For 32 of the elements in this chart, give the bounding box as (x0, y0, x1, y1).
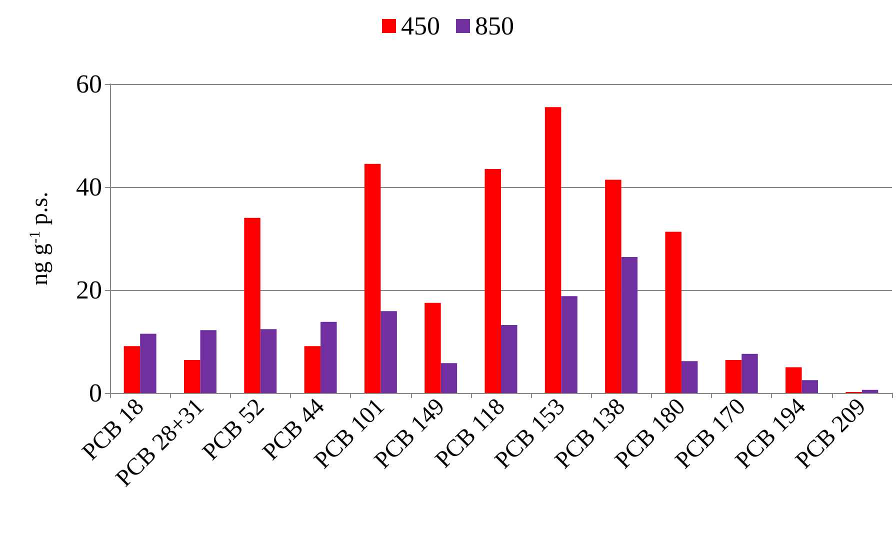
legend-label: 450 (401, 12, 440, 40)
bar (544, 107, 562, 393)
bar (364, 164, 381, 393)
bar (786, 367, 802, 393)
bar (380, 311, 397, 393)
bar (802, 380, 818, 393)
bar (140, 334, 156, 393)
bar (440, 363, 458, 393)
bar (862, 390, 878, 393)
bar (742, 354, 758, 393)
bar (424, 302, 441, 393)
bar (665, 232, 682, 393)
bar (184, 360, 200, 393)
bar (304, 346, 321, 393)
legend-label: 850 (475, 12, 514, 40)
bar (621, 257, 638, 393)
bar (681, 361, 698, 393)
bar (725, 360, 742, 393)
y-tick-label: 20 (76, 276, 102, 304)
y-tick-label: 0 (89, 378, 102, 408)
y-tick-label: 60 (76, 70, 102, 98)
bar (605, 180, 622, 393)
y-axis-title: ng g-1 p.s. (27, 192, 53, 286)
bar (561, 296, 578, 393)
bar (320, 322, 337, 393)
y-tick-label: 40 (76, 172, 102, 202)
bar (124, 346, 140, 393)
bar (260, 329, 277, 393)
bar (484, 168, 501, 393)
bar (244, 218, 260, 393)
bar (200, 330, 216, 393)
bar (501, 325, 518, 393)
